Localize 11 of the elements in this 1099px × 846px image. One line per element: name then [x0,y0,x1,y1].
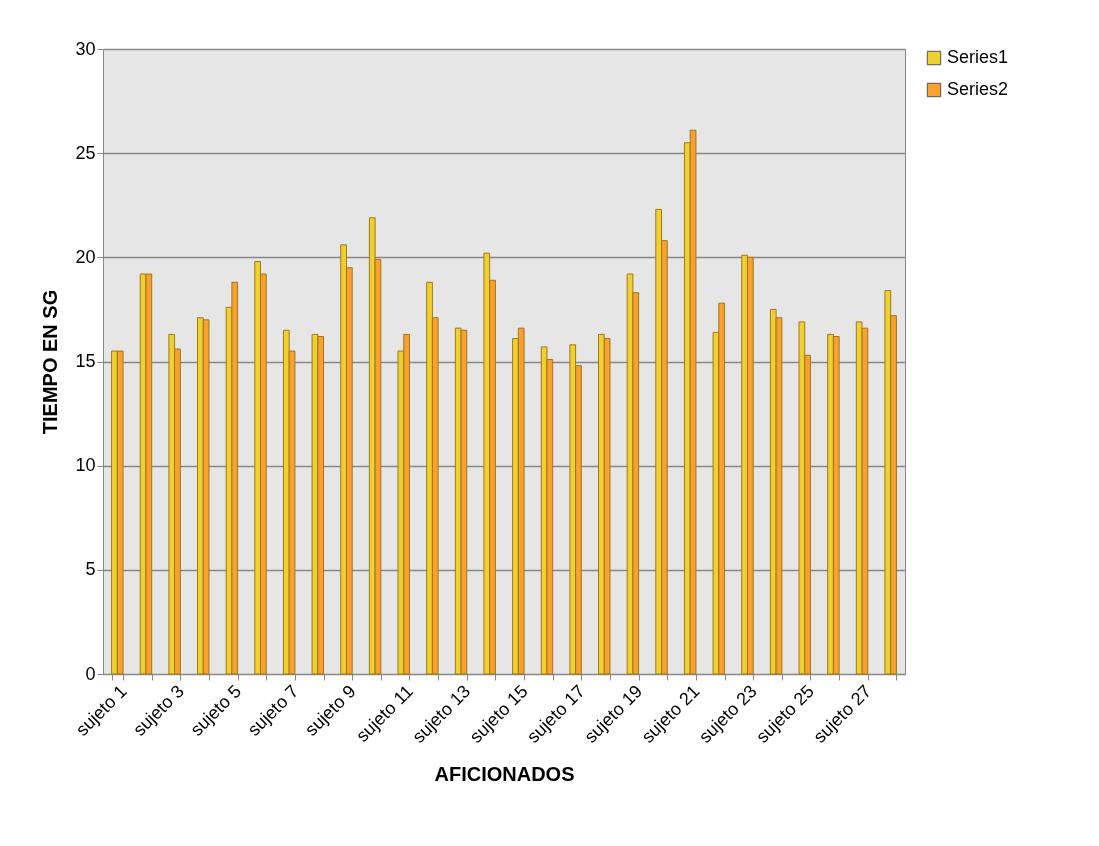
y-tick-label: 15 [75,351,96,371]
y-tick-label: 20 [75,246,96,267]
legend-label: Series2 [947,79,1009,99]
y-tick-label: 30 [75,38,96,59]
y-tick-label: 25 [75,142,96,163]
y-tick-label: 10 [75,455,96,476]
y-tick-label: 0 [85,663,96,684]
y-axis-title: TIEMPO EN SG [39,289,62,435]
y-tick-label: 5 [85,559,96,580]
x-axis-title: AFICIONADOS [434,762,575,785]
legend-label: Series1 [947,47,1009,67]
